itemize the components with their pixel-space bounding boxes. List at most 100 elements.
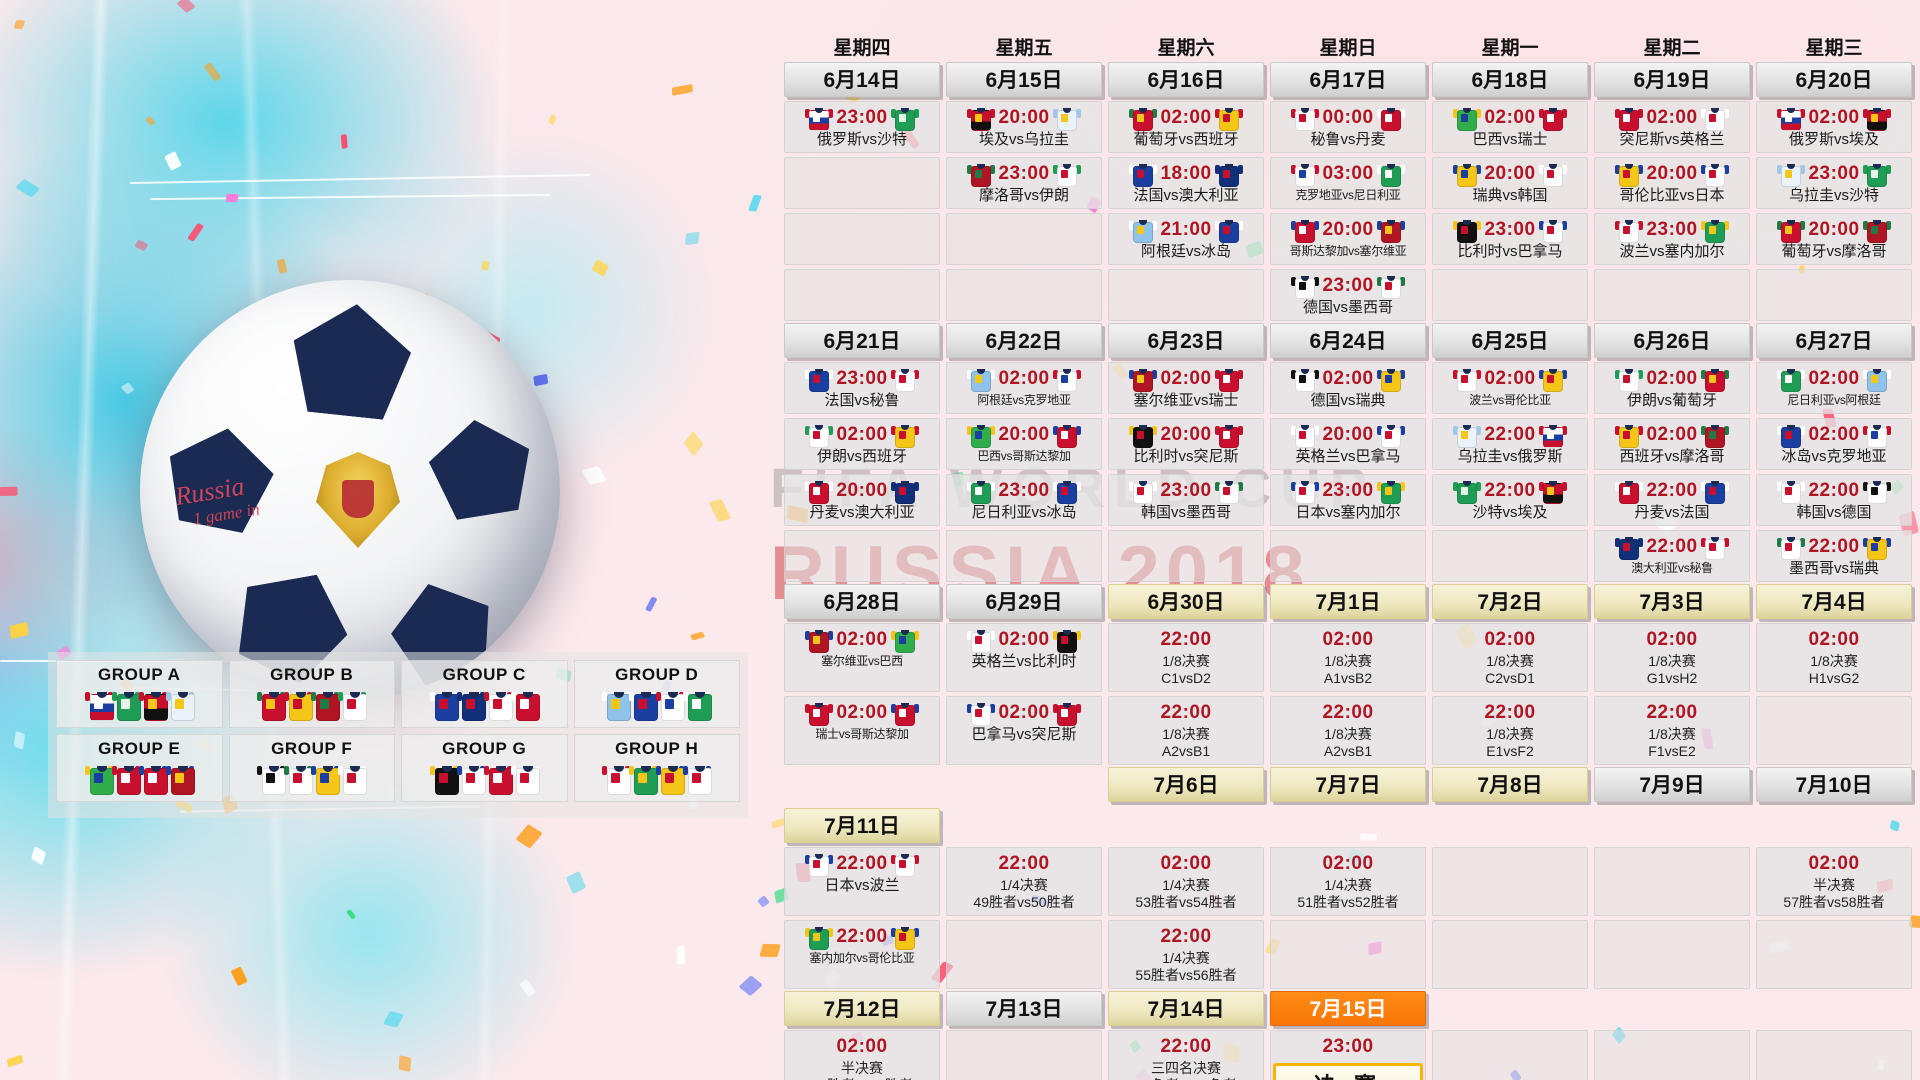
match-cell[interactable]: 02:00 塞尔维亚vs巴西 [784,623,940,692]
match-cell[interactable]: 20:00 葡萄牙vs摩洛哥 [1756,213,1912,265]
date-chip-7月12日[interactable]: 7月12日 [784,991,940,1026]
match-cell[interactable]: 02:00 1/8决赛 H1vsG2 [1756,623,1912,692]
date-chip-6月23日[interactable]: 6月23日 [1108,323,1264,358]
match-cell[interactable]: 02:00 阿根廷vs克罗地亚 [946,362,1102,414]
group-box-group-g[interactable]: GROUP G [401,734,568,802]
match-cell[interactable]: 22:00 1/4决赛 55胜者vs56胜者 [1108,920,1264,989]
match-cell[interactable]: 20:00 丹麦vs澳大利亚 [784,474,940,526]
match-cell[interactable]: 02:00 德国vs瑞典 [1270,362,1426,414]
date-chip-7月15日[interactable]: 7月15日 [1270,991,1426,1026]
match-cell[interactable]: 23:00 比利时vs巴拿马 [1432,213,1588,265]
match-cell[interactable]: 02:00 1/8决赛 G1vsH2 [1594,623,1750,692]
match-cell[interactable]: 02:00 冰岛vs克罗地亚 [1756,418,1912,470]
group-box-group-c[interactable]: GROUP C [401,660,568,728]
match-cell[interactable]: 02:00 波兰vs哥伦比亚 [1432,362,1588,414]
date-chip-6月20日[interactable]: 6月20日 [1756,62,1912,97]
match-cell[interactable]: 02:00 伊朗vs葡萄牙 [1594,362,1750,414]
match-cell[interactable]: 00:00 秘鲁vs丹麦 [1270,101,1426,153]
date-chip-6月26日[interactable]: 6月26日 [1594,323,1750,358]
match-cell[interactable]: 23:00 德国vs墨西哥 [1270,269,1426,321]
match-cell[interactable]: 02:00 葡萄牙vs西班牙 [1108,101,1264,153]
match-cell[interactable]: 21:00 阿根廷vs冰岛 [1108,213,1264,265]
match-cell[interactable]: 18:00 法国vs澳大利亚 [1108,157,1264,209]
date-chip-6月21日[interactable]: 6月21日 [784,323,940,358]
match-cell[interactable]: 03:00 克罗地亚vs尼日利亚 [1270,157,1426,209]
match-cell[interactable]: 22:00 1/4决赛 49胜者vs50胜者 [946,847,1102,916]
group-box-group-a[interactable]: GROUP A [56,660,223,728]
match-cell[interactable]: 23:00 乌拉圭vs沙特 [1756,157,1912,209]
match-cell[interactable]: 23:00 尼日利亚vs冰岛 [946,474,1102,526]
match-cell[interactable]: 20:00 英格兰vs巴拿马 [1270,418,1426,470]
match-cell[interactable]: 22:00 1/8决赛 F1vsE2 [1594,696,1750,765]
match-cell[interactable]: 20:00 瑞典vs韩国 [1432,157,1588,209]
date-chip-7月3日[interactable]: 7月3日 [1594,584,1750,619]
date-chip-7月6日[interactable]: 7月6日 [1108,767,1264,802]
date-chip-7月11日[interactable]: 7月11日 [784,808,940,843]
match-cell[interactable]: 20:00 巴西vs哥斯达黎加 [946,418,1102,470]
match-cell[interactable]: 22:00 丹麦vs法国 [1594,474,1750,526]
match-cell[interactable]: 22:00 韩国vs德国 [1756,474,1912,526]
match-cell[interactable]: 02:00 西班牙vs摩洛哥 [1594,418,1750,470]
match-cell[interactable]: 02:00 1/8决赛 A1vsB2 [1270,623,1426,692]
date-chip-7月8日[interactable]: 7月8日 [1432,767,1588,802]
group-box-group-e[interactable]: GROUP E [56,734,223,802]
match-cell[interactable]: 20:00 哥斯达黎加vs塞尔维亚 [1270,213,1426,265]
match-cell[interactable]: 22:00 三四名决赛61负者vs62负者 [1108,1030,1264,1080]
match-cell[interactable]: 02:00 俄罗斯vs埃及 [1756,101,1912,153]
match-cell[interactable]: 23:00 日本vs塞内加尔 [1270,474,1426,526]
match-cell[interactable]: 22:00 澳大利亚vs秘鲁 [1594,530,1750,582]
match-cell[interactable]: 02:00 1/8决赛 C2vsD1 [1432,623,1588,692]
date-chip-7月4日[interactable]: 7月4日 [1756,584,1912,619]
match-cell[interactable]: 22:00 乌拉圭vs俄罗斯 [1432,418,1588,470]
match-cell[interactable]: 23:00 摩洛哥vs伊朗 [946,157,1102,209]
group-box-group-d[interactable]: GROUP D [573,660,740,728]
date-chip-6月27日[interactable]: 6月27日 [1756,323,1912,358]
match-cell[interactable]: 02:00 巴西vs瑞士 [1432,101,1588,153]
group-box-group-f[interactable]: GROUP F [228,734,395,802]
match-cell[interactable]: 23:00 波兰vs塞内加尔 [1594,213,1750,265]
match-cell[interactable]: 02:00 巴拿马vs突尼斯 [946,696,1102,765]
match-cell[interactable]: 02:00 尼日利亚vs阿根廷 [1756,362,1912,414]
date-chip-6月25日[interactable]: 6月25日 [1432,323,1588,358]
date-chip-7月2日[interactable]: 7月2日 [1432,584,1588,619]
match-cell[interactable]: 23:00 俄罗斯vs沙特 [784,101,940,153]
match-cell[interactable]: 22:00 日本vs波兰 [784,847,940,916]
date-chip-7月9日[interactable]: 7月9日 [1594,767,1750,802]
date-chip-6月14日[interactable]: 6月14日 [784,62,940,97]
match-cell[interactable]: 22:00 1/8决赛 A2vsB1 [1108,696,1264,765]
match-cell[interactable]: 02:00 塞尔维亚vs瑞士 [1108,362,1264,414]
date-chip-7月1日[interactable]: 7月1日 [1270,584,1426,619]
final-match-box[interactable]: 决 赛 [1273,1063,1423,1080]
match-cell[interactable]: 23:00 韩国vs墨西哥 [1108,474,1264,526]
match-cell[interactable]: 20:00 埃及vs乌拉圭 [946,101,1102,153]
match-cell[interactable]: 22:00 塞内加尔vs哥伦比亚 [784,920,940,989]
match-cell[interactable]: 23:00 决 赛 [1270,1030,1426,1080]
match-cell[interactable]: 22:00 1/8决赛 E1vsF2 [1432,696,1588,765]
match-cell[interactable]: 02:00 瑞士vs哥斯达黎加 [784,696,940,765]
date-chip-6月28日[interactable]: 6月28日 [784,584,940,619]
match-cell[interactable]: 20:00 哥伦比亚vs日本 [1594,157,1750,209]
date-chip-7月10日[interactable]: 7月10日 [1756,767,1912,802]
date-chip-7月13日[interactable]: 7月13日 [946,991,1102,1026]
date-chip-6月15日[interactable]: 6月15日 [946,62,1102,97]
match-cell[interactable]: 02:00 伊朗vs西班牙 [784,418,940,470]
match-cell[interactable]: 02:00 1/4决赛 51胜者vs52胜者 [1270,847,1426,916]
match-cell[interactable]: 02:00 英格兰vs比利时 [946,623,1102,692]
group-box-group-h[interactable]: GROUP H [573,734,740,802]
match-cell[interactable]: 20:00 比利时vs突尼斯 [1108,418,1264,470]
date-chip-6月17日[interactable]: 6月17日 [1270,62,1426,97]
match-cell[interactable]: 02:00 半决赛 57胜者vs58胜者 [1756,847,1912,916]
match-cell[interactable]: 22:00 1/8决赛 A2vsB1 [1270,696,1426,765]
date-chip-6月30日[interactable]: 6月30日 [1108,584,1264,619]
match-cell[interactable]: 22:00 墨西哥vs瑞典 [1756,530,1912,582]
date-chip-6月18日[interactable]: 6月18日 [1432,62,1588,97]
date-chip-6月16日[interactable]: 6月16日 [1108,62,1264,97]
date-chip-6月22日[interactable]: 6月22日 [946,323,1102,358]
match-cell[interactable]: 22:00 沙特vs埃及 [1432,474,1588,526]
date-chip-6月19日[interactable]: 6月19日 [1594,62,1750,97]
date-chip-7月14日[interactable]: 7月14日 [1108,991,1264,1026]
group-box-group-b[interactable]: GROUP B [228,660,395,728]
match-cell[interactable]: 23:00 法国vs秘鲁 [784,362,940,414]
match-cell[interactable]: 02:00 半决赛59胜者vs60胜者 [784,1030,940,1080]
match-cell[interactable]: 02:00 突尼斯vs英格兰 [1594,101,1750,153]
